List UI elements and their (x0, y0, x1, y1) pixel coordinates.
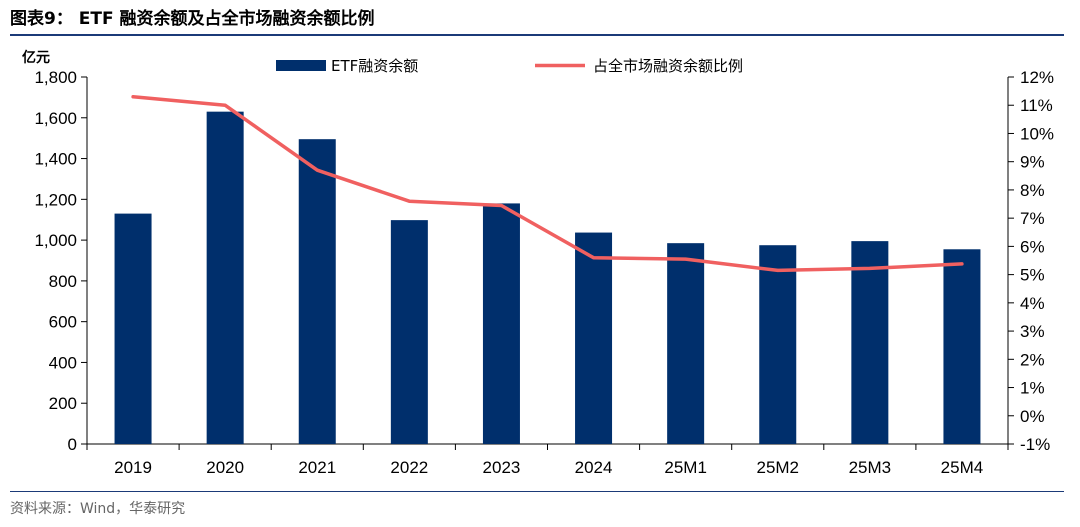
right-tick-label: 12% (1020, 68, 1054, 87)
right-tick-label: 6% (1020, 237, 1045, 256)
left-tick-label: 600 (49, 313, 77, 332)
chart-axes: 0 200 400 600 800 1,000 1,200 1,400 1,600 1,800 -1… (22, 49, 1054, 477)
bar (667, 243, 705, 444)
right-tick-label: -1% (1020, 435, 1050, 454)
left-tick-label: 800 (49, 272, 77, 291)
x-tick-label: 25M1 (664, 458, 707, 477)
legend-bar-label: ETF融资余额 (331, 57, 418, 75)
left-tick-label: 200 (49, 394, 77, 413)
x-tick-label: 2021 (298, 458, 336, 477)
left-tick-label: 400 (49, 353, 77, 372)
right-tick-label: 3% (1020, 322, 1045, 341)
x-tick-label: 25M2 (756, 458, 799, 477)
right-tick-label: 4% (1020, 294, 1045, 313)
left-tick-label: 1,200 (34, 190, 77, 209)
x-tick-label: 25M4 (941, 458, 984, 477)
bar (298, 139, 336, 445)
title-rule (10, 34, 1064, 36)
bar (482, 203, 520, 444)
bar-series (114, 111, 981, 445)
bar (390, 220, 428, 444)
x-tick-label: 2023 (483, 458, 521, 477)
x-tick-label: 2024 (575, 458, 613, 477)
right-tick-label: 0% (1020, 407, 1045, 426)
right-tick-label: 11% (1020, 96, 1053, 115)
left-tick-label: 1,600 (34, 109, 77, 128)
right-tick-label: 7% (1020, 209, 1045, 228)
left-tick-label: 1,800 (34, 68, 77, 87)
left-tick-label: 1,000 (34, 231, 77, 250)
legend-bar-swatch (276, 60, 326, 71)
line-series (131, 95, 964, 273)
ratio-point (776, 268, 780, 272)
combo-chart: 0 200 400 600 800 1,000 1,200 1,400 1,600 1,800 -1… (22, 49, 1054, 477)
left-tick-label: 0 (68, 435, 77, 454)
ratio-point (592, 256, 596, 260)
right-tick-label: 9% (1020, 153, 1045, 172)
bar (851, 241, 889, 444)
right-tick-label: 1% (1020, 379, 1045, 398)
legend-line-label: 占全市场融资余额比例 (593, 57, 743, 75)
left-tick-label: 1,400 (34, 150, 77, 169)
bar (759, 245, 797, 444)
right-tick-label: 2% (1020, 350, 1045, 369)
x-tick-label: 2020 (206, 458, 244, 477)
chart-legend: ETF融资余额 占全市场融资余额比例 (276, 57, 743, 75)
bar (575, 232, 613, 444)
ratio-point (960, 262, 964, 266)
ratio-point (868, 266, 872, 270)
ratio-point (684, 257, 688, 261)
ratio-point (131, 95, 135, 99)
right-tick-label: 5% (1020, 266, 1045, 285)
source-rule (10, 491, 1064, 492)
x-tick-label: 2022 (390, 458, 428, 477)
left-axis-unit: 亿元 (22, 49, 50, 66)
x-tick-label: 2019 (114, 458, 152, 477)
ratio-point (315, 168, 319, 172)
bar (943, 249, 981, 444)
bar (206, 111, 244, 445)
ratio-line (131, 95, 964, 273)
bar (114, 213, 152, 444)
right-tick-label: 8% (1020, 181, 1045, 200)
figure-title: 图表9： ETF 融资余额及占全市场融资余额比例 (10, 9, 375, 29)
source-note: 资料来源：Wind，华泰研究 (10, 501, 186, 517)
ratio-point (499, 203, 503, 207)
ratio-point (223, 103, 227, 107)
x-tick-label: 25M3 (849, 458, 892, 477)
ratio-point (407, 199, 411, 203)
right-tick-label: 10% (1020, 124, 1054, 143)
